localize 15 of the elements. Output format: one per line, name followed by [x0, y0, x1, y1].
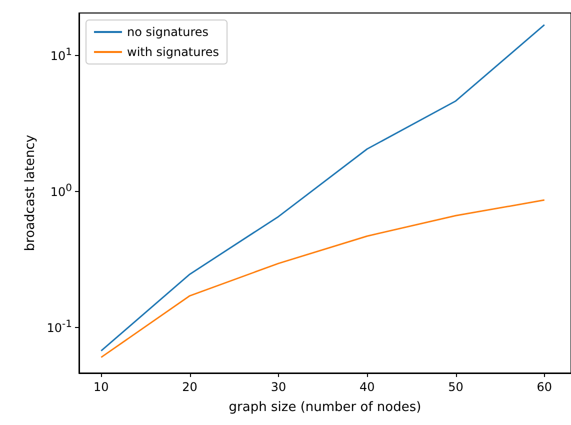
- x-tick-label: 10: [94, 380, 109, 394]
- legend-label: with signatures: [127, 45, 220, 59]
- y-tick-label: 10$^{1}$: [50, 46, 72, 64]
- x-tick-label: 30: [270, 380, 286, 394]
- x-tick-label: 50: [448, 380, 464, 394]
- x-tick-label: 20: [182, 380, 198, 394]
- legend-label: no signatures: [127, 25, 209, 39]
- y-axis-title: broadcast latency: [23, 134, 38, 252]
- x-tick-label: 40: [359, 380, 375, 394]
- x-tick-label: 60: [536, 380, 552, 394]
- y-tick-label: 10$^{-1}$: [46, 318, 72, 336]
- line-series: [100, 199, 546, 358]
- x-axis-title: graph size (number of nodes): [228, 400, 422, 415]
- line-series: [100, 24, 546, 352]
- y-tick-label: 10$^{0}$: [50, 182, 72, 200]
